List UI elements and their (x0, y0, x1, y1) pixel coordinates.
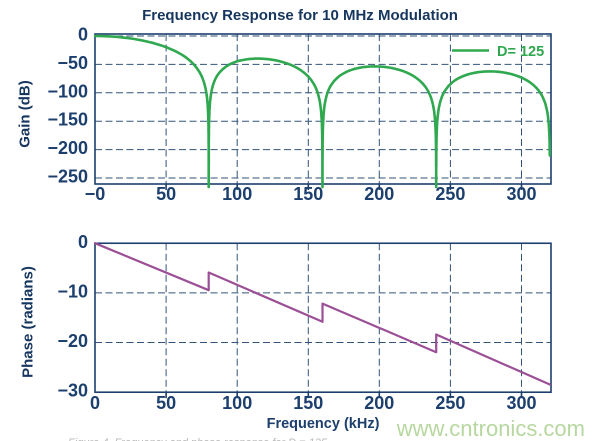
svg-text:150: 150 (293, 184, 323, 204)
svg-text:www.cntronics.com: www.cntronics.com (396, 416, 585, 441)
svg-text:−250: −250 (47, 167, 88, 187)
svg-text:200: 200 (364, 184, 394, 204)
svg-text:−30: −30 (57, 381, 88, 401)
svg-text:−200: −200 (47, 138, 88, 158)
svg-text:300: 300 (506, 393, 536, 413)
svg-text:200: 200 (364, 393, 394, 413)
svg-text:250: 250 (435, 393, 465, 413)
svg-text:−100: −100 (47, 81, 88, 101)
svg-text:150: 150 (293, 393, 323, 413)
svg-text:50: 50 (156, 393, 176, 413)
svg-text:50: 50 (156, 184, 176, 204)
svg-text:D= 125: D= 125 (497, 44, 544, 60)
svg-text:250: 250 (435, 184, 465, 204)
svg-text:−10: −10 (57, 281, 88, 301)
svg-text:Figure 4. Frequency and phase: Figure 4. Frequency and phase response f… (68, 437, 328, 441)
svg-text:−150: −150 (47, 110, 88, 130)
svg-text:100: 100 (222, 184, 252, 204)
svg-text:Gain (dB): Gain (dB) (17, 80, 34, 148)
svg-text:Frequency Response for 10 MHz: Frequency Response for 10 MHz Modulation (142, 7, 458, 24)
svg-text:−0: −0 (85, 184, 106, 204)
svg-text:Phase (radians): Phase (radians) (20, 266, 37, 378)
svg-text:0: 0 (90, 393, 100, 413)
svg-text:100: 100 (222, 393, 252, 413)
svg-text:−20: −20 (57, 331, 88, 351)
svg-text:300: 300 (506, 184, 536, 204)
svg-text:−50: −50 (57, 53, 88, 73)
svg-text:0: 0 (78, 232, 88, 252)
svg-text:Frequency (kHz): Frequency (kHz) (267, 416, 380, 432)
svg-text:0: 0 (78, 25, 88, 45)
